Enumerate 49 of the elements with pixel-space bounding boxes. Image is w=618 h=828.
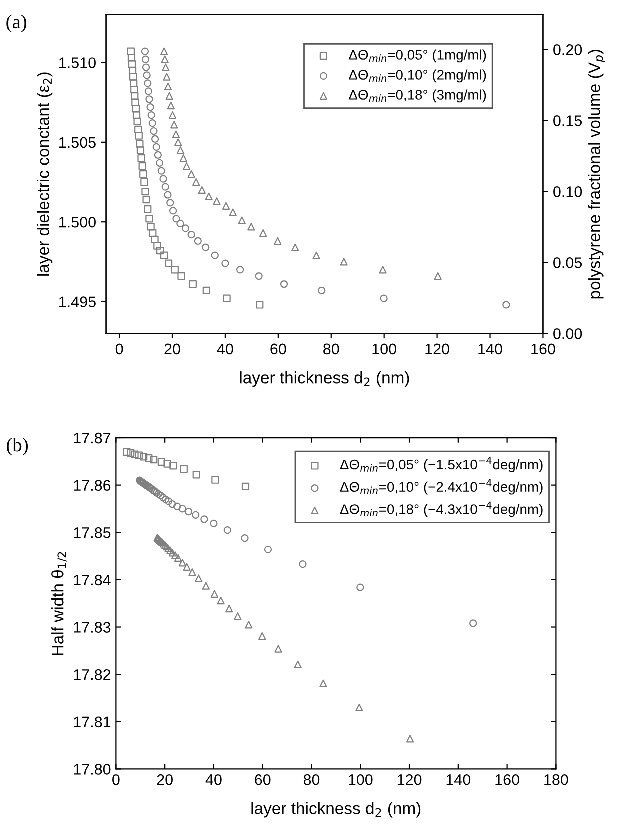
y2-tick-label: 0.10 [554,186,582,198]
x-tick-label: 0 [112,774,120,786]
legend-label: ΔΘ$_{min}$=0,18° (−4.3x10$^{−4}$deg/nm) [340,502,543,518]
legend-label: ΔΘ$_{min}$=0,05° (1mg/ml) [349,50,486,63]
y-tick-label: 17.86 [74,480,111,492]
y2-tick-label: 0.00 [554,328,582,340]
x-tick-label: 120 [398,774,422,786]
x-axis-title: layer thickness d$_{2}$ (nm) [252,802,421,818]
legend-label: ΔΘ$_{min}$=0,05° (−1.5x10$^{−4}$deg/nm) [340,457,543,472]
y-tick-label: 17.87 [74,432,111,444]
y2-tick-label: 0.05 [554,258,582,268]
chart-title: (a) [6,14,27,33]
x-tick-label: 160 [532,344,556,355]
x-tick-label: 20 [164,344,180,355]
y-tick-label: 17.84 [74,574,111,586]
y-axis-title: Half width θ$_{1/2}$ [52,552,68,656]
y-tick-label: 1.505 [60,137,96,148]
x-tick-label: 100 [349,774,373,786]
legend-label: ΔΘ$_{min}$=0,10° (−2.4x10$^{−4}$deg/nm) [340,479,543,495]
x-tick-label: 40 [206,774,222,786]
x-tick-label: 80 [304,774,320,786]
x-tick-label: 100 [372,344,396,355]
y-tick-label: 1.510 [60,58,96,68]
x-tick-label: 140 [478,344,502,355]
legend-label: ΔΘ$_{min}$=0,18° (3mg/ml) [349,90,486,103]
y2-tick-label: 0.15 [554,116,582,126]
y-axis-title: layer dielectric conctant (ε$_{2}$) [37,72,53,276]
y-tick-label: 17.80 [74,764,111,775]
x-tick-label: 60 [270,344,286,355]
x-tick-label: 120 [426,344,450,355]
y-tick-label: 17.81 [74,716,111,728]
x-tick-label: 160 [496,774,520,786]
chart-title: (b) [7,438,28,456]
y2-axis-title: polystyrene fractional volume (V$_{p}$) [588,50,606,299]
y-tick-label: 17.85 [74,528,111,538]
y-tick-label: 17.83 [74,622,111,633]
y-tick-label: 1.500 [60,216,96,228]
y2-tick-label: 0.20 [554,44,582,56]
x-tick-label: 0 [116,344,124,355]
x-tick-label: 40 [217,344,234,355]
y-tick-label: 1.495 [60,296,96,308]
x-axis-title: layer thickness d$_{2}$ (nm) [240,372,410,388]
x-tick-label: 80 [324,344,340,355]
x-tick-label: 60 [255,774,271,786]
x-tick-label: 140 [446,774,471,786]
x-tick-label: 20 [157,774,173,786]
y-tick-label: 17.82 [74,669,111,680]
x-tick-label: 180 [544,774,568,786]
legend-label: ΔΘ$_{min}$=0,10° (2mg/ml) [349,70,486,83]
